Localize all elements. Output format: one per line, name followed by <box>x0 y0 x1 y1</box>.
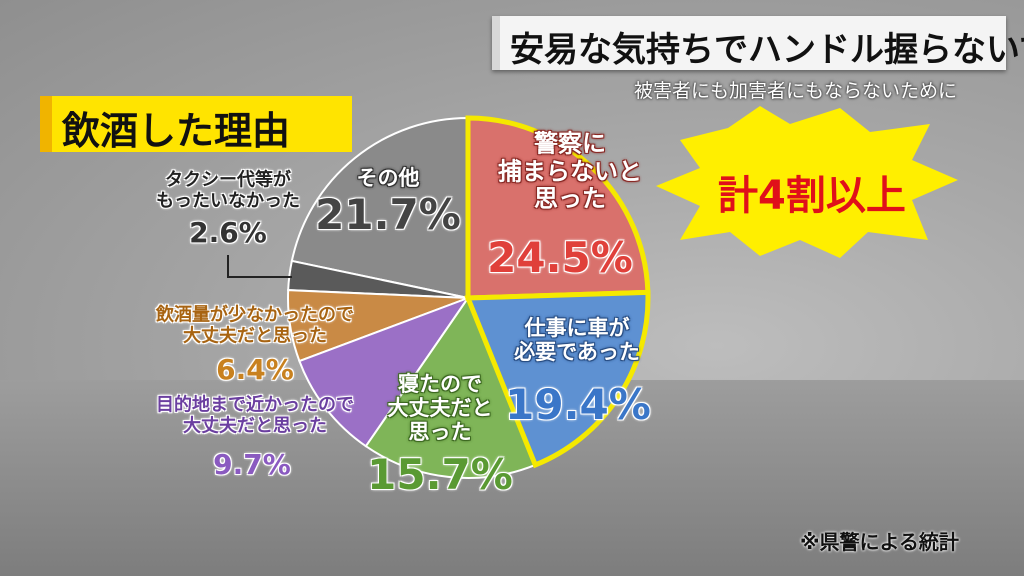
title-box <box>492 16 1006 70</box>
title: 安易な気持ちでハンドル握らないで <box>510 30 1024 70</box>
source-note: ※県警による統計 <box>800 530 959 554</box>
pie-slice <box>465 115 651 301</box>
value-label: 6.4% <box>216 352 294 386</box>
category-label: 寝たので 大丈夫だと 思った <box>387 371 493 445</box>
category-label: 目的地まで近かったので 大丈夫だと思った <box>156 394 354 436</box>
category-label: タクシー代等が もったいなかった <box>156 169 300 211</box>
category-label: 仕事に車が 必要であった <box>514 315 640 364</box>
pie-slice <box>364 295 537 479</box>
pie <box>287 115 651 479</box>
annotation: 計4割以上 <box>718 173 906 219</box>
category-label: その他 <box>356 165 420 190</box>
pie-slice <box>464 289 651 469</box>
chart-heading: 飲酒した理由 <box>62 109 291 153</box>
burst <box>656 106 958 258</box>
value-label: 15.7% <box>367 449 513 499</box>
heading-box <box>40 96 352 152</box>
value-label: 19.4% <box>505 379 651 429</box>
pie-slice <box>290 116 469 300</box>
category-label: 飲酒量が少なかったので 大丈夫だと思った <box>156 304 354 346</box>
value-label: 21.7% <box>315 189 461 239</box>
leader-line <box>227 255 292 278</box>
value-label: 2.6% <box>189 215 267 249</box>
value-label: 24.5% <box>487 232 633 282</box>
subtitle: 被害者にも加害者にもならないために <box>634 80 958 102</box>
category-label: 警察に 捕まらないと 思った <box>498 129 642 213</box>
value-label: 9.7% <box>213 447 291 481</box>
pie-slice <box>298 295 471 448</box>
